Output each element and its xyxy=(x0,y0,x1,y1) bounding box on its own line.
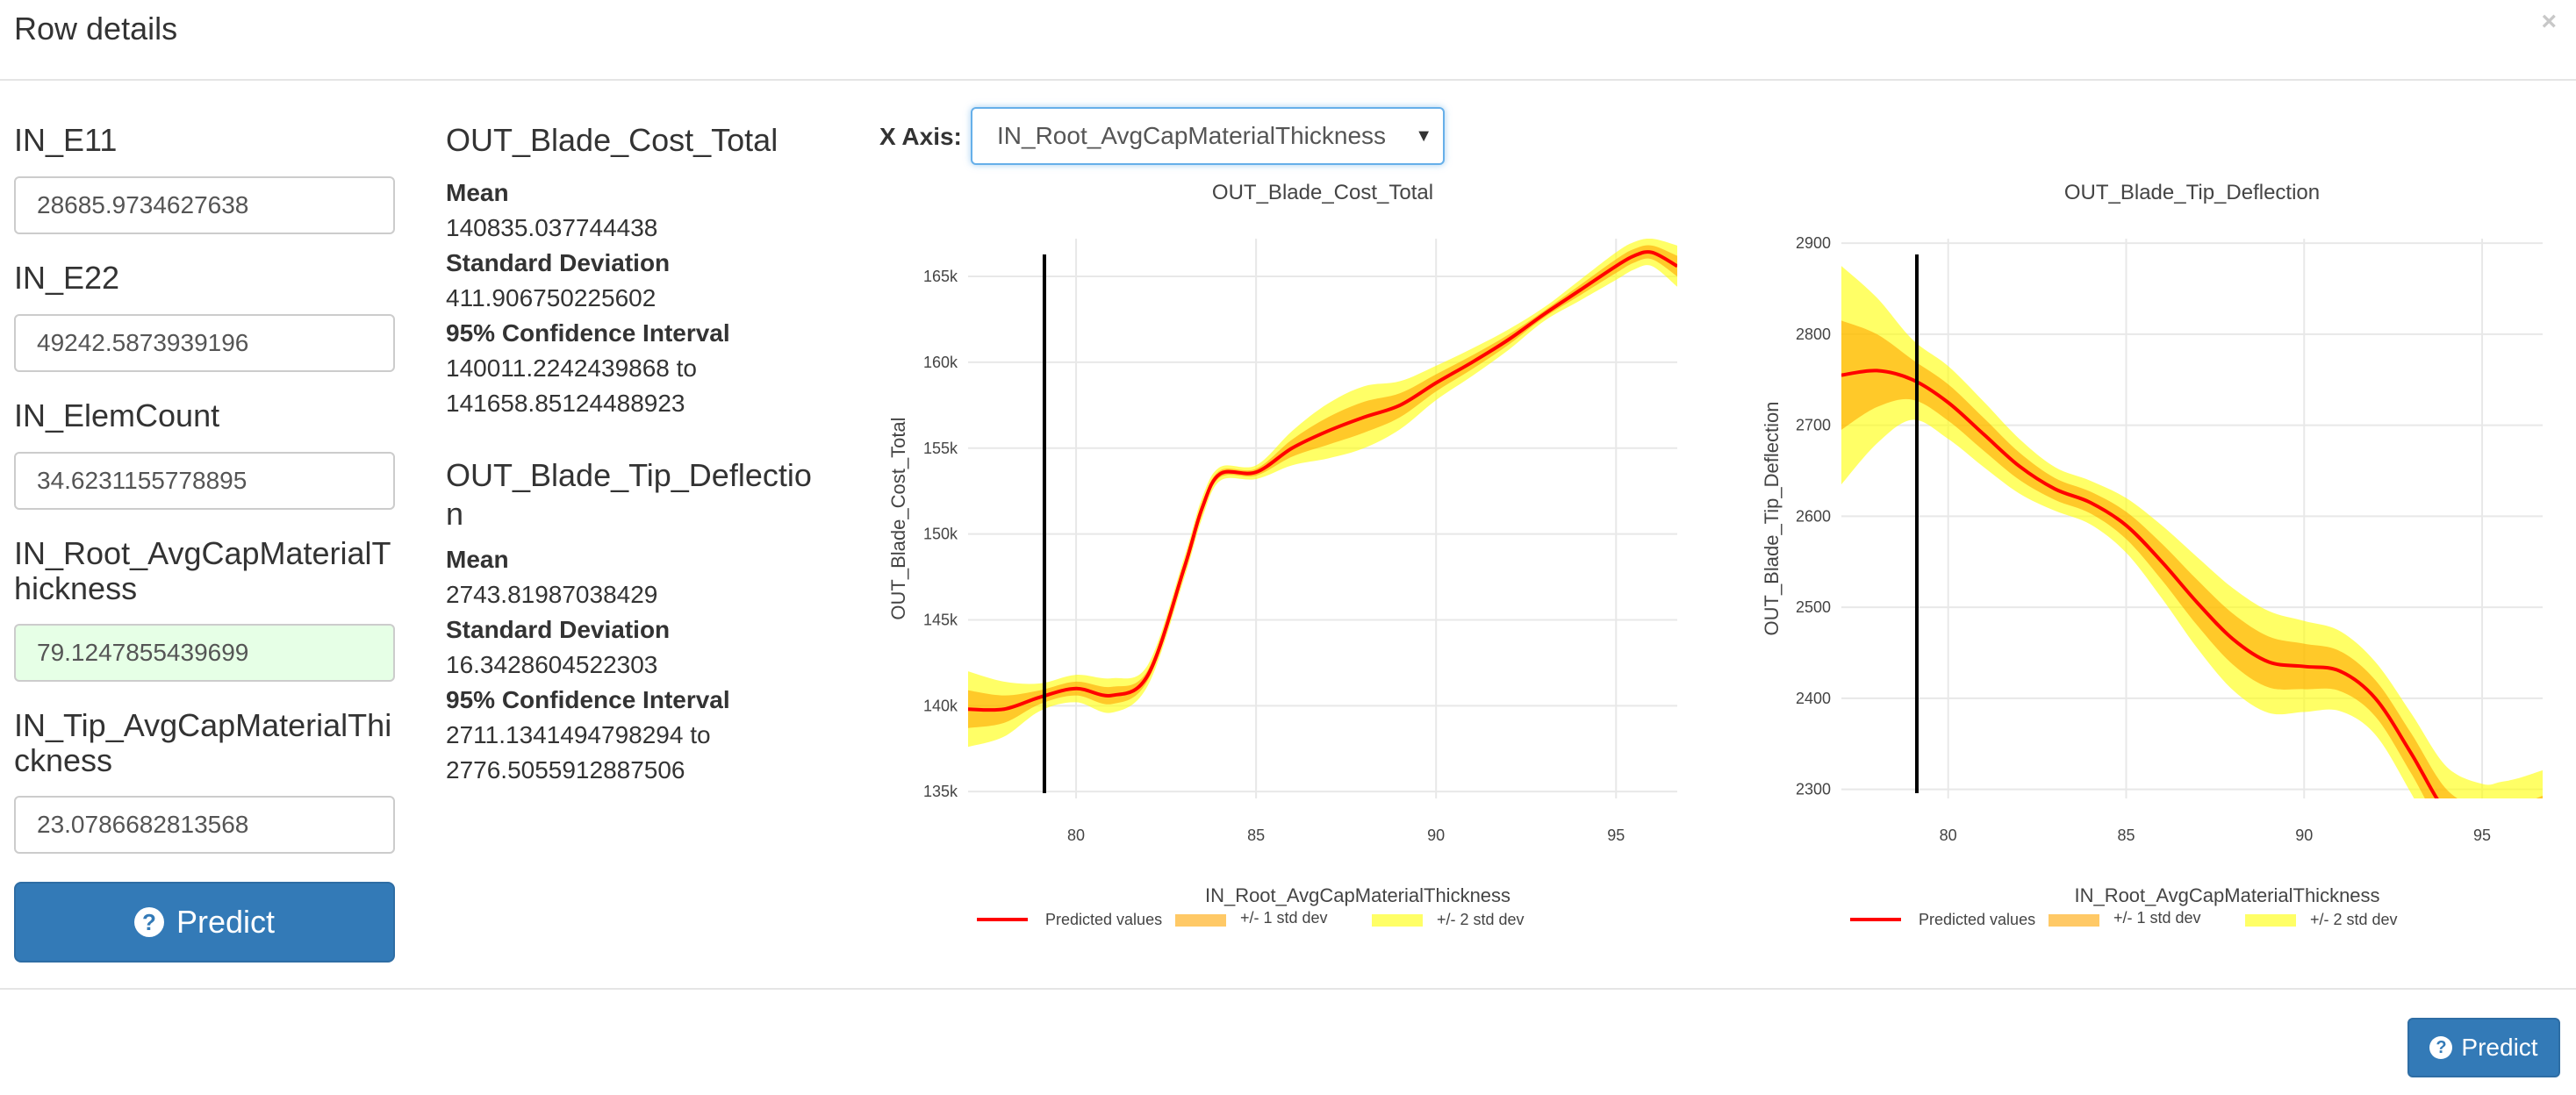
predicted-line xyxy=(1841,369,2439,798)
question-circle-icon: ? xyxy=(133,907,164,937)
x-tick-label: 85 xyxy=(1247,827,1265,844)
ci-low-value: 2711.1341494798294 to xyxy=(446,721,711,748)
legend-std2-swatch xyxy=(1372,914,1423,927)
root-thickness-input[interactable] xyxy=(14,624,395,682)
x-axis-label: X Axis: xyxy=(879,123,962,150)
y-tick-label: 2700 xyxy=(1796,417,1831,434)
y-tick-label: 135k xyxy=(923,783,958,800)
sd-value: 411.906750225602 xyxy=(446,284,657,311)
y-tick-label: 160k xyxy=(923,354,958,371)
mean-label: Mean xyxy=(446,546,509,573)
ci-low-value: 140011.2242439868 to xyxy=(446,354,697,382)
predict-button[interactable]: ? Predict xyxy=(14,882,395,963)
field-label-e11: IN_E11 xyxy=(14,122,118,158)
ci-high-value: 141658.85124488923 xyxy=(446,390,685,417)
x-tick-label: 80 xyxy=(1067,827,1085,844)
y-tick-label: 2400 xyxy=(1796,690,1831,707)
sd-value: 16.3428604522303 xyxy=(446,651,658,678)
field-label-tip-thickness: IN_Tip_AvgCapMaterialThickness xyxy=(14,707,392,778)
mean-value: 140835.037744438 xyxy=(446,214,658,241)
y-axis-title: OUT_Blade_Tip_Deflection xyxy=(1761,402,1783,636)
std1-band xyxy=(968,245,1677,728)
x-axis-select[interactable]: IN_Root_AvgCapMaterialThickness ▼ xyxy=(971,107,1445,165)
close-icon[interactable]: × xyxy=(2541,7,2557,36)
modal-header: Row details × xyxy=(0,0,2576,81)
std2-band xyxy=(1841,266,2543,798)
std1-band xyxy=(1841,320,2543,798)
legend-std1-swatch xyxy=(2049,914,2099,927)
predict-footer-button[interactable]: ? Predict xyxy=(2407,1018,2560,1077)
y-tick-label: 145k xyxy=(923,611,958,628)
x-axis-title: IN_Root_AvgCapMaterialThickness xyxy=(1205,884,1510,906)
y-tick-label: 2300 xyxy=(1796,781,1831,798)
y-tick-label: 2900 xyxy=(1796,234,1831,252)
modal-footer xyxy=(0,988,2576,1095)
chart-title: OUT_Blade_Cost_Total xyxy=(1212,181,1433,204)
mean-label: Mean xyxy=(446,179,509,206)
legend-std2-swatch xyxy=(2245,914,2296,927)
ci-label: 95% Confidence Interval xyxy=(446,686,730,713)
chart-title: OUT_Blade_Tip_Deflection xyxy=(2064,181,2320,204)
x-tick-label: 85 xyxy=(2117,827,2135,844)
legend-std1-label: +/- 1 std dev xyxy=(1240,909,1328,927)
chart-tip-deflection: OUT_Blade_Tip_Deflection 80 85 90 95 2300 2400… xyxy=(1761,181,2543,928)
chart-blade-cost: OUT_Blade_Cost_Total 80 85 90 95 135k 140k 145k… xyxy=(887,181,1677,928)
y-tick-label: 150k xyxy=(923,526,958,543)
x-tick-label: 80 xyxy=(1940,827,1957,844)
plot-area xyxy=(1841,266,2543,798)
modal-title: Row details xyxy=(14,11,178,47)
output-title-deflection: OUT_Blade_Tip_Deflection xyxy=(446,457,812,532)
y-tick-label: 155k xyxy=(923,440,958,457)
x-axis-title: IN_Root_AvgCapMaterialThickness xyxy=(2074,884,2379,906)
y-tick-label: 2600 xyxy=(1796,507,1831,525)
mean-value: 2743.81987038429 xyxy=(446,581,658,608)
x-axis-selected-value: IN_Root_AvgCapMaterialThickness xyxy=(997,122,1387,149)
y-axis-title: OUT_Blade_Cost_Total xyxy=(887,417,909,619)
field-label-e22: IN_E22 xyxy=(14,260,120,296)
elemcount-input[interactable] xyxy=(14,452,395,510)
std2-band xyxy=(968,239,1677,748)
caret-down-icon: ▼ xyxy=(1415,126,1432,146)
legend-predicted-label: Predicted values xyxy=(1045,911,1162,928)
question-circle-icon: ? xyxy=(2429,1036,2453,1059)
x-tick-label: 90 xyxy=(1427,827,1445,844)
x-tick-label: 95 xyxy=(2473,827,2491,844)
field-label-elemcount: IN_ElemCount xyxy=(14,397,220,433)
sd-label: Standard Deviation xyxy=(446,616,671,643)
legend-predicted-label: Predicted values xyxy=(1919,911,2035,928)
legend-std2-label: +/- 2 std dev xyxy=(1437,911,1525,928)
y-tick-label: 165k xyxy=(923,268,958,285)
y-tick-label: 2800 xyxy=(1796,326,1831,343)
y-tick-label: 2500 xyxy=(1796,598,1831,616)
predicted-line xyxy=(968,250,1677,712)
tip-thickness-input[interactable] xyxy=(14,796,395,854)
x-tick-label: 90 xyxy=(2295,827,2313,844)
legend-std1-label: +/- 1 std dev xyxy=(2113,909,2201,927)
ci-label: 95% Confidence Interval xyxy=(446,319,730,347)
output-title-cost: OUT_Blade_Cost_Total xyxy=(446,122,779,158)
predict-footer-label: Predict xyxy=(2461,1034,2538,1061)
e11-input[interactable] xyxy=(14,176,395,234)
predict-button-label: Predict xyxy=(176,904,276,940)
plot-area xyxy=(968,239,1677,748)
y-tick-label: 140k xyxy=(923,697,958,714)
x-tick-label: 95 xyxy=(1607,827,1625,844)
legend-std1-swatch xyxy=(1175,914,1226,927)
sd-label: Standard Deviation xyxy=(446,249,671,276)
ci-high-value: 2776.5055912887506 xyxy=(446,756,685,784)
field-label-root-thickness: IN_Root_AvgCapMaterialThickness xyxy=(14,535,391,606)
legend-std2-label: +/- 2 std dev xyxy=(2310,911,2398,928)
e22-input[interactable] xyxy=(14,314,395,372)
